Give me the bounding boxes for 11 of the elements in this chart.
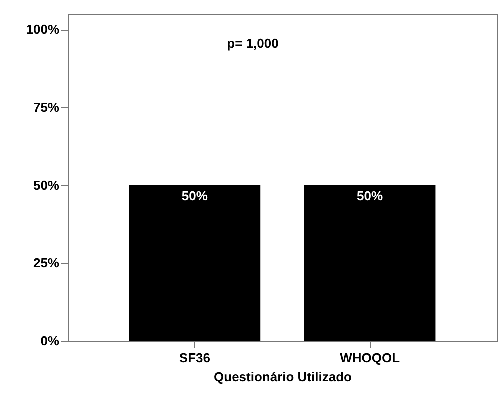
y-tick-label: 50% [33, 178, 60, 193]
y-tick-label: 75% [33, 100, 60, 115]
data-label: 50% [357, 188, 384, 204]
y-tick-label: 100% [26, 22, 60, 38]
data-label: 50% [182, 188, 208, 204]
x-axis-title: Questionário Utilizado [214, 370, 352, 384]
x-tick-label: WHOQOL [340, 350, 400, 366]
annotation: p= 1,000 [227, 36, 279, 51]
x-tick-label: SF36 [179, 350, 210, 366]
y-tick-label: 25% [33, 256, 60, 271]
y-tick-label: 0% [40, 334, 60, 348]
